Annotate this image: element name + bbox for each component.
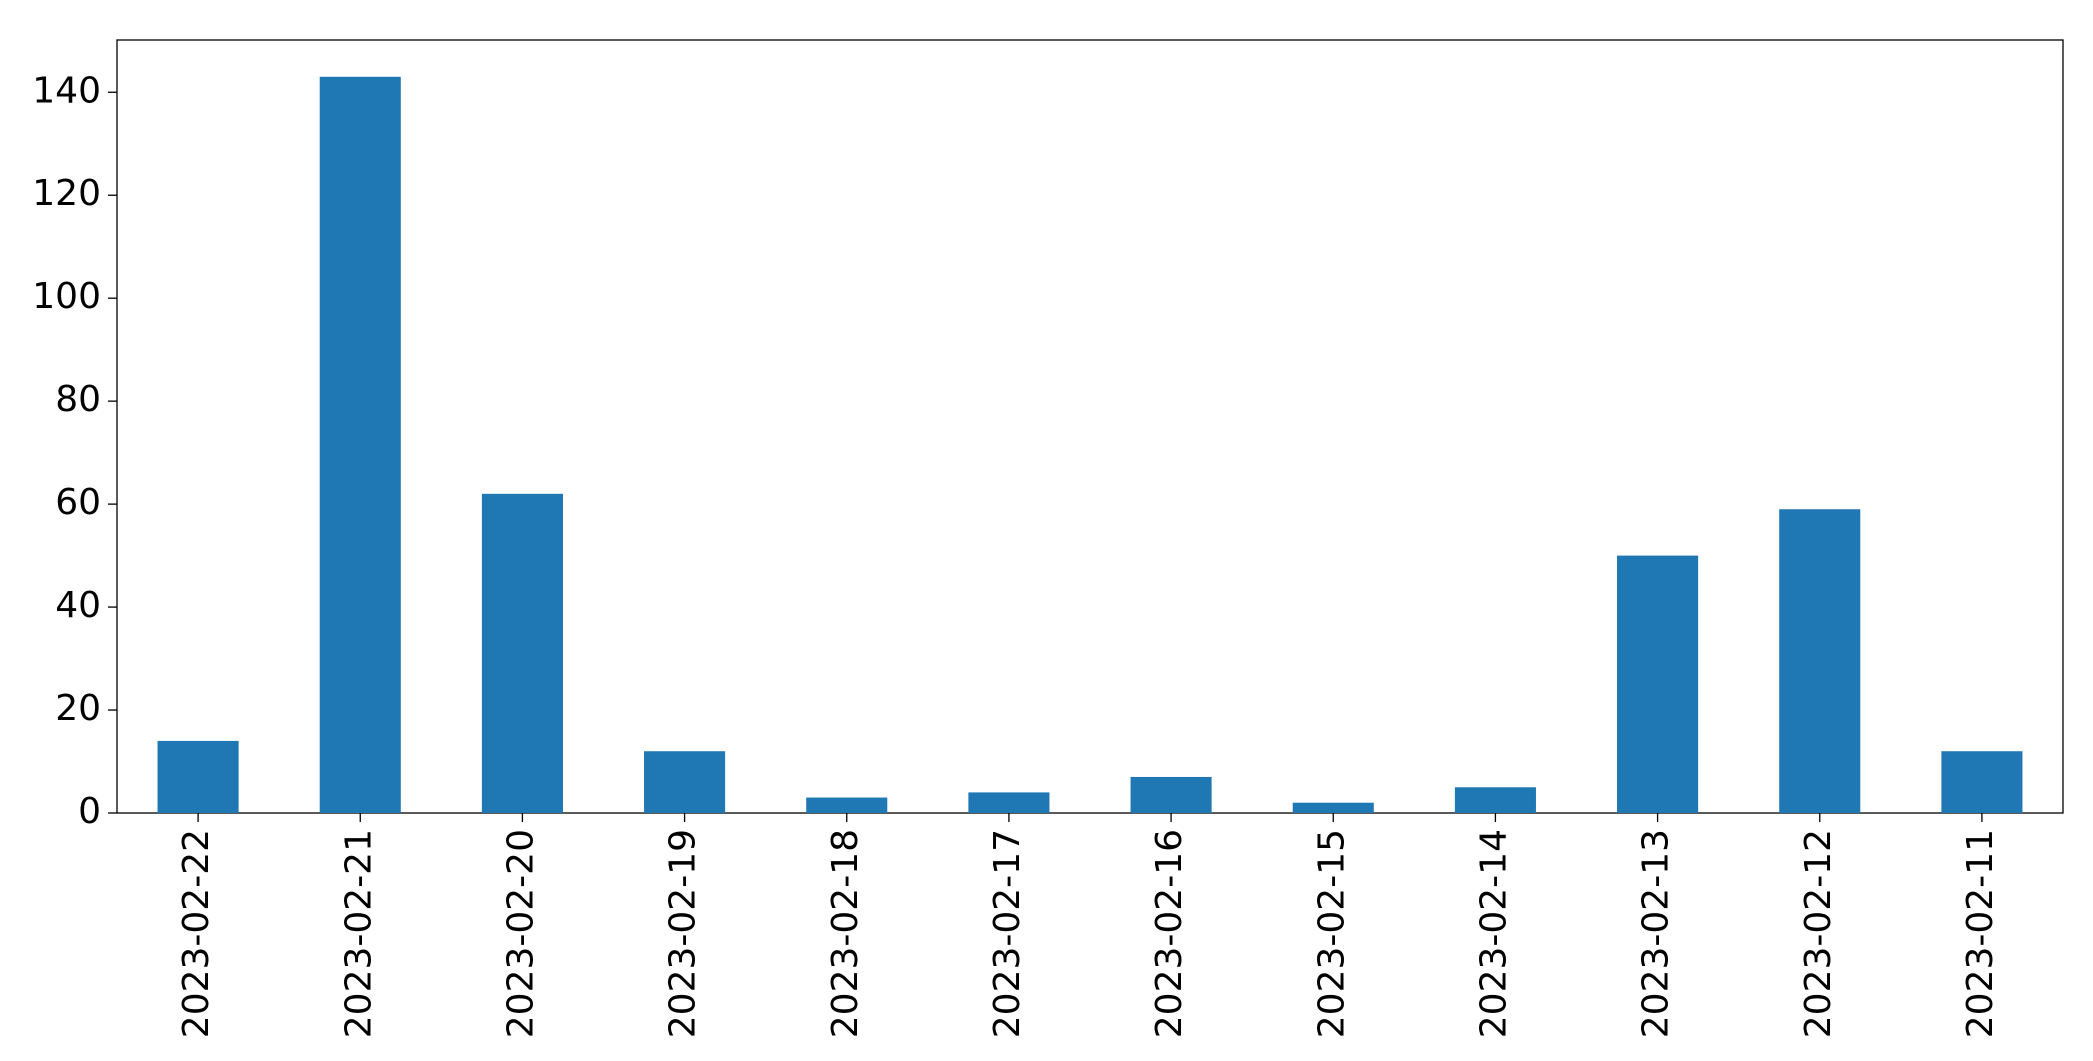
- x-tick-label: 2023-02-12: [1798, 829, 1839, 1038]
- y-tick-label: 40: [55, 585, 101, 626]
- bar: [1292, 802, 1374, 813]
- x-tick-label: 2023-02-21: [338, 829, 379, 1038]
- x-tick-label: 2023-02-20: [500, 829, 541, 1038]
- x-tick-label: 2023-02-22: [176, 829, 217, 1038]
- bar: [481, 493, 563, 813]
- x-tick-label: 2023-02-19: [663, 829, 704, 1038]
- x-tick-label: 2023-02-13: [1636, 829, 1677, 1038]
- bar: [1779, 509, 1861, 813]
- x-tick-label: 2023-02-18: [825, 829, 866, 1038]
- plot-frame: [116, 39, 2064, 814]
- x-tick-label: 2023-02-14: [1473, 829, 1514, 1038]
- x-tick-label: 2023-02-16: [1149, 829, 1190, 1038]
- y-tick-label: 20: [55, 688, 101, 729]
- y-tick-label: 0: [78, 791, 101, 832]
- bar: [968, 792, 1050, 813]
- bar: [157, 740, 239, 813]
- y-tick-label: 80: [55, 379, 101, 420]
- x-tick-label: 2023-02-15: [1311, 829, 1352, 1038]
- bar: [1130, 776, 1212, 813]
- y-tick-label: 100: [32, 276, 101, 317]
- bar: [1454, 787, 1536, 813]
- bar: [644, 751, 726, 813]
- y-tick-label: 60: [55, 482, 101, 523]
- bar: [806, 797, 888, 813]
- bar: [1617, 555, 1699, 813]
- bar: [1941, 751, 2023, 813]
- x-tick-label: 2023-02-17: [987, 829, 1028, 1038]
- y-tick-label: 120: [32, 173, 101, 214]
- bar: [319, 76, 401, 814]
- y-tick-label: 140: [32, 70, 101, 111]
- x-tick-label: 2023-02-11: [1960, 829, 2001, 1038]
